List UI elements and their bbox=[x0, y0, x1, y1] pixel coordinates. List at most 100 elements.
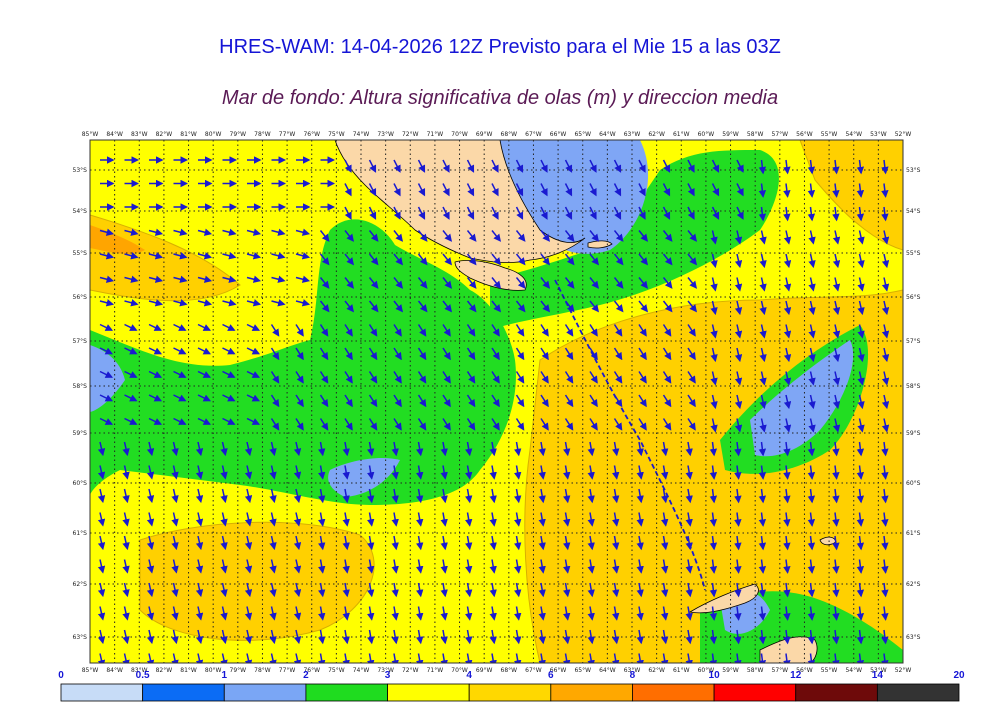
wave-direction-arrow bbox=[271, 228, 286, 236]
lon-label-bottom: 59°W bbox=[722, 667, 739, 674]
wave-direction-arrow bbox=[489, 535, 497, 551]
wave-direction-arrow bbox=[391, 559, 399, 574]
wave-direction-arrow bbox=[687, 206, 695, 220]
wave-direction-arrow bbox=[587, 535, 595, 551]
lat-label-left: 55°S bbox=[73, 250, 88, 257]
wave-direction-arrow bbox=[638, 300, 649, 313]
colorbar-tick-label: 20 bbox=[953, 670, 965, 681]
wave-direction-arrow bbox=[293, 582, 302, 598]
wave-direction-arrow bbox=[660, 629, 669, 645]
wave-direction-arrow bbox=[244, 441, 253, 457]
wave-direction-arrow bbox=[587, 488, 595, 504]
lon-label-bottom: 58°W bbox=[747, 667, 764, 674]
wave-direction-arrow bbox=[807, 629, 816, 645]
lon-label-bottom: 79°W bbox=[230, 667, 247, 674]
lon-label-bottom: 77°W bbox=[279, 667, 296, 674]
wave-direction-arrow bbox=[246, 299, 262, 307]
wave-direction-arrow bbox=[391, 535, 399, 551]
wave-direction-arrow bbox=[564, 277, 575, 289]
wave-direction-arrow bbox=[662, 394, 672, 408]
wave-direction-arrow bbox=[319, 230, 330, 242]
wave-direction-arrow bbox=[124, 370, 138, 378]
wave-direction-arrow bbox=[319, 418, 329, 431]
wave-direction-arrow bbox=[293, 441, 302, 457]
wave-direction-arrow bbox=[146, 606, 155, 621]
wave-direction-arrow bbox=[269, 559, 277, 574]
wave-direction-arrow bbox=[344, 347, 353, 361]
wave-direction-arrow bbox=[660, 535, 669, 551]
wave-direction-arrow bbox=[783, 347, 792, 363]
wave-direction-arrow bbox=[759, 300, 767, 316]
wave-direction-arrow bbox=[246, 252, 262, 260]
wave-direction-arrow bbox=[856, 535, 865, 551]
wave-direction-arrow bbox=[344, 253, 355, 266]
wave-direction-arrow bbox=[783, 653, 791, 663]
wave-direction-arrow bbox=[489, 512, 497, 527]
colorbar-tick-label: 2 bbox=[303, 670, 309, 681]
wave-direction-arrow bbox=[197, 299, 213, 307]
wave-direction-arrow bbox=[832, 606, 840, 621]
wave-direction-arrow bbox=[464, 535, 473, 551]
lon-label-top: 55°W bbox=[821, 131, 838, 138]
wave-direction-arrow bbox=[317, 512, 326, 527]
wave-direction-arrow bbox=[562, 512, 571, 527]
lon-label-bottom: 78°W bbox=[254, 667, 271, 674]
wave-direction-arrow bbox=[589, 183, 597, 197]
colorbar-tick-label: 10 bbox=[709, 670, 721, 681]
wave-direction-arrow bbox=[464, 653, 473, 663]
wave-direction-arrow bbox=[589, 371, 598, 384]
wave-direction-arrow bbox=[489, 653, 497, 663]
lon-label-bottom: 85°W bbox=[82, 667, 99, 674]
wave-direction-arrow bbox=[832, 441, 840, 457]
wave-direction-arrow bbox=[489, 488, 497, 504]
lat-label-left: 56°S bbox=[73, 294, 88, 301]
wave-direction-arrow bbox=[197, 323, 212, 331]
lon-label-bottom: 57°W bbox=[772, 667, 789, 674]
wave-direction-arrow bbox=[124, 323, 138, 331]
wave-direction-arrow bbox=[758, 465, 767, 480]
lon-label-top: 60°W bbox=[698, 131, 715, 138]
wave-direction-arrow bbox=[171, 653, 179, 663]
wave-direction-arrow bbox=[270, 324, 280, 337]
wave-direction-arrow bbox=[513, 465, 522, 480]
wave-direction-arrow bbox=[783, 206, 791, 222]
lon-label-top: 53°W bbox=[870, 131, 887, 138]
wave-direction-arrow bbox=[171, 465, 179, 480]
wave-direction-arrow bbox=[636, 629, 644, 645]
wave-direction-arrow bbox=[734, 488, 742, 504]
wave-direction-arrow bbox=[270, 371, 280, 384]
wave-direction-arrow bbox=[122, 653, 130, 663]
wave-direction-arrow bbox=[636, 535, 644, 551]
wave-direction-arrow bbox=[709, 559, 718, 574]
wave-direction-arrow bbox=[415, 559, 424, 574]
wave-direction-arrow bbox=[146, 488, 155, 504]
wave-direction-arrow bbox=[613, 230, 624, 242]
wave-direction-arrow bbox=[442, 159, 450, 173]
wave-direction-arrow bbox=[808, 230, 816, 245]
wave-direction-arrow bbox=[807, 582, 816, 598]
lon-label-top: 70°W bbox=[451, 131, 468, 138]
wave-direction-arrow bbox=[317, 559, 326, 574]
wave-direction-arrow bbox=[832, 512, 840, 527]
colorbar-tick-label: 4 bbox=[466, 670, 472, 681]
wave-direction-arrow bbox=[293, 653, 302, 663]
wave-direction-arrow bbox=[808, 324, 816, 339]
wave-direction-arrow bbox=[146, 582, 155, 598]
wave-direction-arrow bbox=[220, 582, 228, 598]
wave-direction-arrow bbox=[807, 206, 816, 222]
wave-direction-arrow bbox=[807, 465, 816, 480]
wave-direction-arrow bbox=[124, 299, 139, 307]
wave-direction-arrow bbox=[442, 206, 450, 220]
lon-label-bottom: 83°W bbox=[131, 667, 148, 674]
wave-direction-arrow bbox=[222, 299, 237, 307]
wave-direction-arrow bbox=[146, 441, 155, 457]
wave-direction-arrow bbox=[197, 228, 213, 236]
wave-direction-arrow bbox=[368, 371, 378, 384]
wave-direction-arrow bbox=[317, 441, 326, 457]
wave-direction-arrow bbox=[124, 252, 139, 260]
wave-direction-arrow bbox=[293, 512, 302, 527]
wave-direction-arrow bbox=[881, 324, 890, 339]
wave-direction-arrow bbox=[832, 206, 840, 222]
sea-green-region-main bbox=[90, 219, 516, 506]
lat-label-right: 58°S bbox=[906, 383, 921, 390]
